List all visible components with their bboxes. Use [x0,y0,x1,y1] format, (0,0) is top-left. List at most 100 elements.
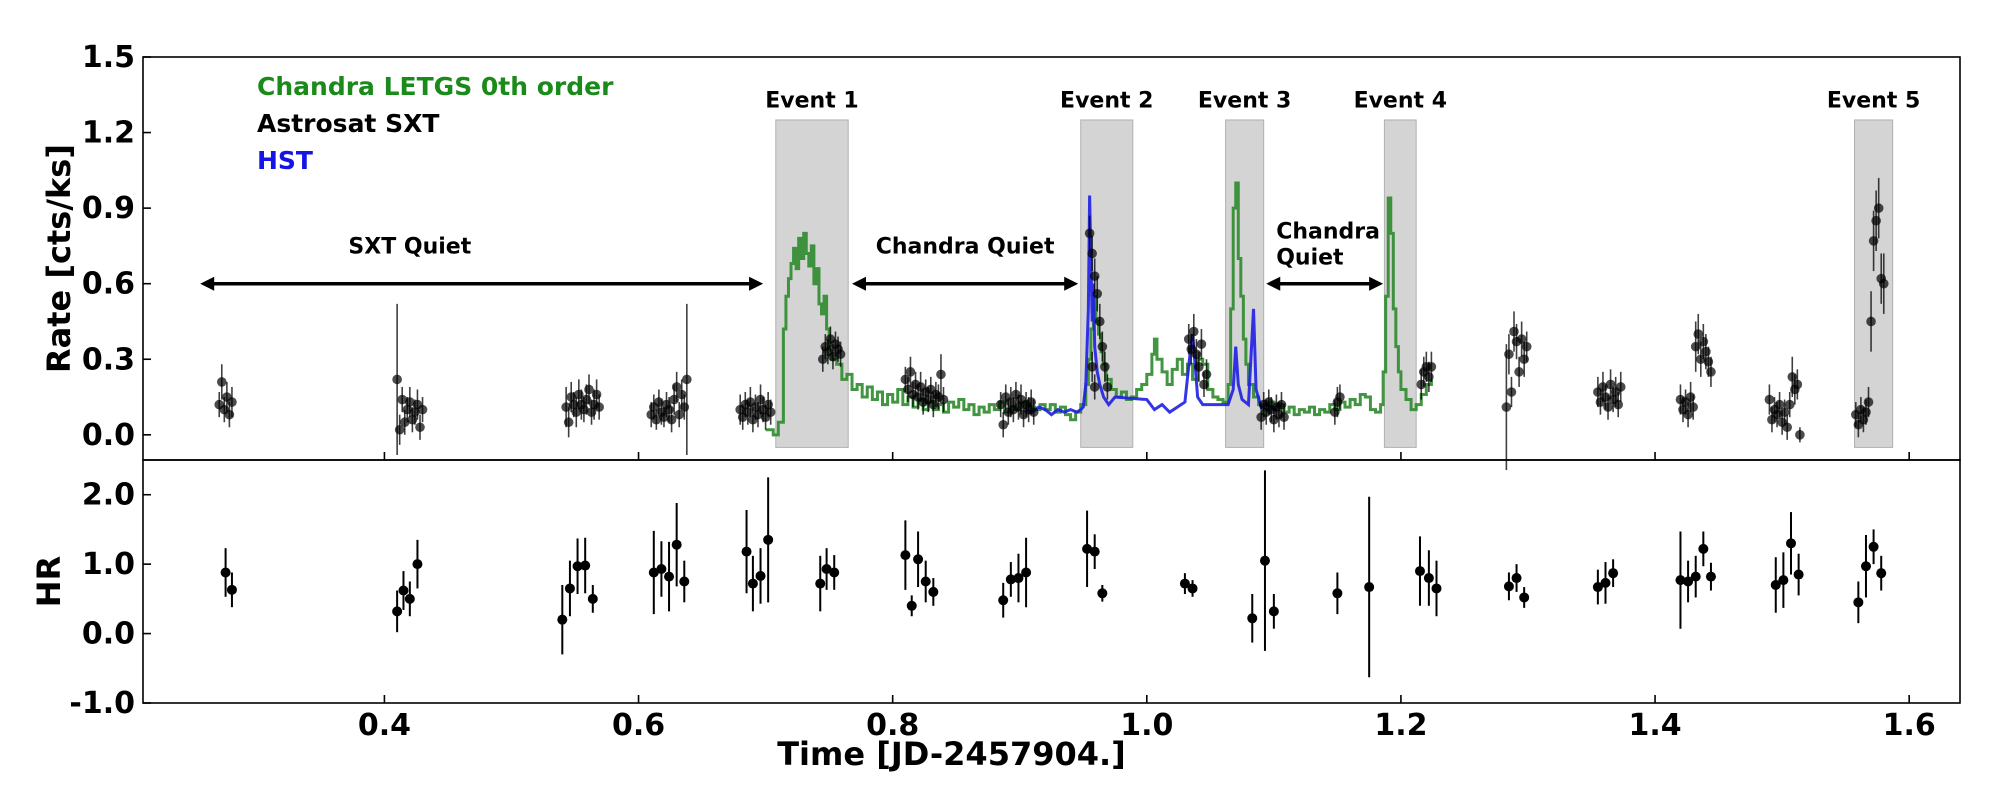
sxt-point [1698,336,1709,347]
sxt-point [394,424,405,435]
sxt-point [1605,379,1616,390]
x-ticks: 0.4 0.6 0.8 1.0 1.2 1.4 1.6 [358,695,1936,743]
sxt-point [1201,369,1212,380]
sxt-point [415,422,425,433]
sxt-point [1191,349,1202,360]
rate-y-tick-label: 1.2 [82,116,135,151]
hr-y-tick-label: 0.0 [82,617,135,652]
hr-point [1082,543,1093,554]
interval-label: Chandra Quiet [1276,219,1380,270]
sxt-point [1100,362,1110,372]
event-label: Event 3 [1198,88,1291,113]
hr-point [1259,555,1270,566]
sxt-point [1335,392,1345,402]
sxt-point [995,399,1006,410]
hr-point [412,559,423,570]
hr-point [1423,573,1434,584]
hr-point [829,567,840,578]
sxt-point [1026,397,1036,407]
hr-point [1511,573,1522,584]
hr-point [1860,561,1871,572]
interval-label: Chandra Quiet [876,234,1055,259]
sxt-point [835,349,846,360]
sxt-point [1693,329,1704,339]
rate-x-ticks [383,452,1910,460]
sxt-point [936,369,946,380]
sxt-point [765,407,776,417]
rate-y-tick-label: 0.6 [82,267,135,302]
hr-point [1089,546,1100,557]
sxt-point [1764,394,1775,405]
sxt-point [676,389,687,400]
sxt-point [905,367,916,377]
sxt-points [214,177,1889,471]
sxt-point [1426,362,1437,372]
interval-arrowhead [200,276,215,291]
rate-y-tick-label: 0.3 [82,342,135,377]
sxt-point [584,384,594,395]
rate-y-axis-label: Rate [cts/ks] [40,144,78,373]
sxt-point [1189,326,1199,337]
hr-point [815,578,826,589]
hr-point [1414,566,1425,577]
hr-point [557,614,568,625]
sxt-point [1506,387,1517,397]
sxt-point [1871,215,1881,226]
sxt-point [1276,399,1287,410]
sxt-point [1196,339,1207,349]
x-tick-label: 1.2 [1374,708,1427,743]
x-axis-label: Time [JD-2457904.] [777,735,1126,773]
hr-point [755,570,766,581]
sxt-point [1416,379,1427,390]
hr-point [1519,592,1530,603]
x-tick-label: 1.4 [1628,708,1681,743]
legend-entry-sxt: Astrosat SXT [257,109,439,138]
sxt-point [1701,346,1711,357]
x-tick-label: 0.8 [866,708,919,743]
sxt-point [1779,407,1790,417]
hr-point [1600,577,1611,588]
hr-point [906,600,917,611]
sxt-point [938,394,949,405]
rate-panel: Event 1 Event 2 Event 3 Event 4 Event 5 SXT … [40,40,1961,471]
sxt-point [1795,430,1805,440]
sxt-point [998,419,1009,430]
hr-y-ticks: -1.0 0.0 1.0 2.0 [69,478,151,721]
sxt-point [1199,379,1209,390]
hr-point [664,571,675,582]
sxt-point [1089,382,1100,392]
sxt-point [1782,422,1792,433]
hr-point [1179,578,1190,589]
sxt-point [1784,399,1795,410]
sxt-point [1097,341,1108,352]
sxt-point [1703,356,1714,367]
hr-point [920,576,931,587]
sxt-point [682,374,692,385]
sxt-point [1706,367,1716,377]
sxt-point [1092,288,1103,299]
interval-label: SXT Quiet [348,234,471,259]
x-tick-label: 1.6 [1883,708,1936,743]
sxt-point [1084,228,1095,239]
hr-point [1793,569,1804,580]
sxt-point [224,409,235,420]
sxt-point [417,404,428,415]
sxt-point [679,402,690,412]
sxt-point [1102,382,1113,392]
hr-point [1013,573,1024,584]
sxt-point [1792,379,1803,390]
sxt-point [1868,236,1879,246]
hr-point [1876,568,1887,579]
hr-point [671,539,682,550]
interval-arrowhead [1266,276,1281,291]
sxt-point [1330,407,1340,417]
hr-point [1592,582,1603,593]
hr-y-axis-label: HR [30,556,68,607]
hr-point [1021,567,1032,578]
hr-point [1675,575,1686,586]
hr-point [392,606,403,617]
event-label: Event 5 [1827,88,1920,113]
hr-panel: -1.0 0.0 1.0 2.0 0.4 0.6 0.8 1.0 1.2 1.4 1.6 HR T… [30,459,1961,773]
interval-arrowhead [749,276,764,291]
